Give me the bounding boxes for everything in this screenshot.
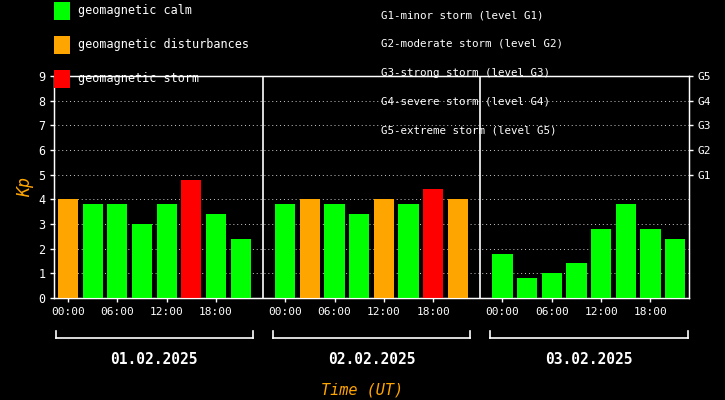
Bar: [640, 229, 660, 298]
Bar: [616, 204, 636, 298]
Bar: [206, 214, 226, 298]
Text: 03.02.2025: 03.02.2025: [545, 352, 632, 368]
Bar: [492, 254, 513, 298]
Bar: [231, 239, 251, 298]
Text: G5-extreme storm (level G5): G5-extreme storm (level G5): [381, 125, 556, 135]
Bar: [58, 199, 78, 298]
Y-axis label: Kp: Kp: [16, 177, 34, 197]
Text: 02.02.2025: 02.02.2025: [328, 352, 415, 368]
Bar: [423, 190, 444, 298]
Text: G3-strong storm (level G3): G3-strong storm (level G3): [381, 68, 550, 78]
Bar: [591, 229, 611, 298]
Text: geomagnetic disturbances: geomagnetic disturbances: [78, 38, 249, 51]
Bar: [157, 204, 177, 298]
Text: 01.02.2025: 01.02.2025: [111, 352, 198, 368]
Text: Time (UT): Time (UT): [321, 382, 404, 398]
Bar: [299, 199, 320, 298]
Bar: [83, 204, 103, 298]
Text: geomagnetic storm: geomagnetic storm: [78, 72, 199, 86]
Text: geomagnetic calm: geomagnetic calm: [78, 4, 191, 17]
Bar: [517, 278, 537, 298]
Bar: [374, 199, 394, 298]
Bar: [324, 204, 344, 298]
Bar: [132, 224, 152, 298]
Text: G4-severe storm (level G4): G4-severe storm (level G4): [381, 96, 550, 106]
Text: G1-minor storm (level G1): G1-minor storm (level G1): [381, 10, 543, 20]
Bar: [399, 204, 419, 298]
Bar: [665, 239, 685, 298]
Bar: [275, 204, 295, 298]
Bar: [181, 180, 202, 298]
Bar: [566, 264, 587, 298]
Text: G2-moderate storm (level G2): G2-moderate storm (level G2): [381, 39, 563, 49]
Bar: [107, 204, 128, 298]
Bar: [349, 214, 369, 298]
Bar: [448, 199, 468, 298]
Bar: [542, 273, 562, 298]
